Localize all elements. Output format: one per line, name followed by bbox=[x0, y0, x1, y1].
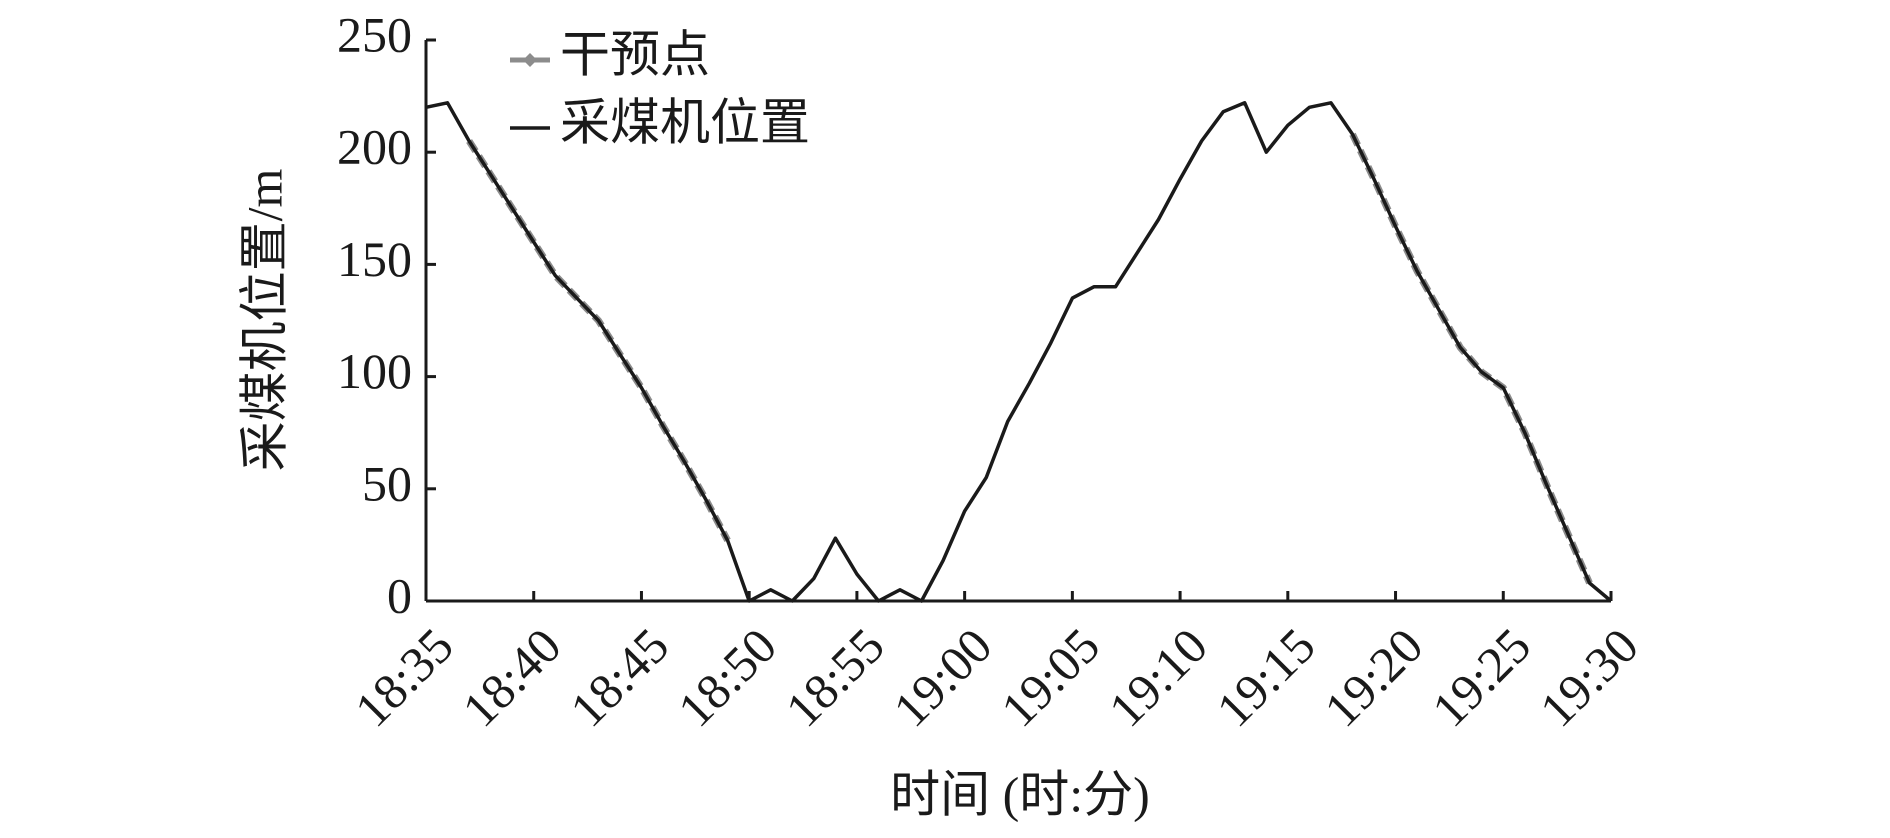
y-tick-label: 0 bbox=[387, 567, 412, 623]
x-tick-label: 19:20 bbox=[1313, 617, 1433, 737]
x-axis-label: 时间 (时:分) bbox=[890, 766, 1150, 822]
x-tick-label: 18:35 bbox=[344, 617, 464, 737]
x-tick-label: 18:55 bbox=[775, 617, 895, 737]
x-tick-label: 19:05 bbox=[990, 617, 1110, 737]
legend-label: 采煤机位置 bbox=[560, 94, 810, 150]
x-tick-label: 19:25 bbox=[1421, 617, 1541, 737]
position-line bbox=[425, 101, 1613, 603]
y-axis-label: 采煤机位置/m bbox=[236, 169, 292, 472]
y-tick-label: 150 bbox=[337, 231, 412, 287]
intervention-line bbox=[466, 132, 1593, 585]
legend-label: 干预点 bbox=[560, 26, 710, 82]
y-tick-label: 200 bbox=[337, 119, 412, 175]
x-tick-label: 18:50 bbox=[667, 617, 787, 737]
y-tick-label: 100 bbox=[337, 343, 412, 399]
y-tick-label: 50 bbox=[362, 455, 412, 511]
x-tick-label: 19:10 bbox=[1098, 617, 1218, 737]
x-tick-label: 18:40 bbox=[451, 617, 571, 737]
x-tick-label: 19:15 bbox=[1206, 617, 1326, 737]
x-tick-label: 18:45 bbox=[559, 617, 679, 737]
legend-marker bbox=[523, 53, 537, 67]
x-tick-label: 19:00 bbox=[882, 617, 1002, 737]
x-tick-label: 19:30 bbox=[1529, 617, 1649, 737]
y-tick-label: 250 bbox=[337, 6, 412, 62]
